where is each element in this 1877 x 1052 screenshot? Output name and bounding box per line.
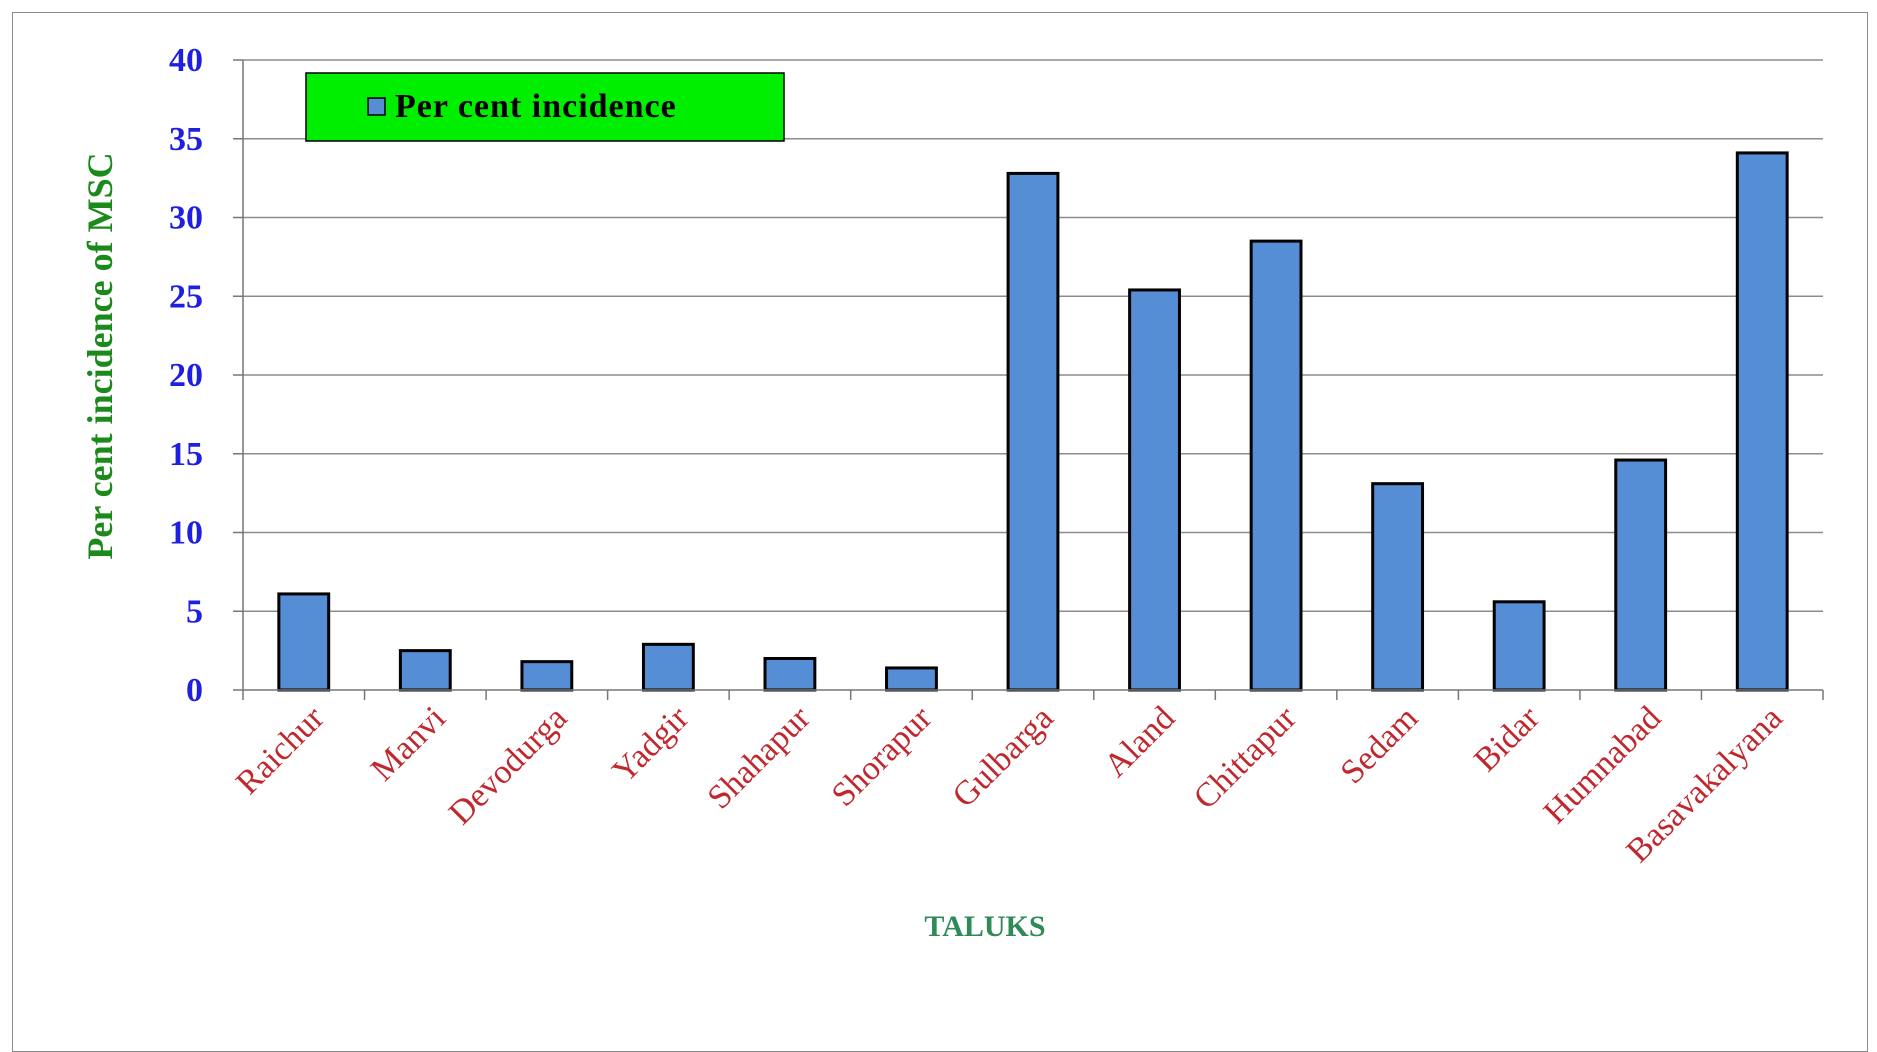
x-tick-label: Shorapur bbox=[825, 699, 940, 814]
bar-chittapur bbox=[1249, 239, 1303, 692]
y-tick-label: 25 bbox=[169, 278, 203, 315]
y-axis-label: Per cent incidence of MSC bbox=[80, 152, 120, 559]
y-tick-label: 5 bbox=[186, 593, 203, 630]
y-tick-labels: 0 5 10 15 20 25 30 35 40 bbox=[169, 42, 203, 709]
y-tick-label: 15 bbox=[169, 436, 203, 473]
x-tick-label: Shahapur bbox=[701, 699, 818, 816]
x-tick-label: Gulbarga bbox=[945, 699, 1060, 814]
bar-shorapur bbox=[885, 666, 938, 692]
y-tick-label: 40 bbox=[169, 42, 203, 79]
y-tick-label: 10 bbox=[169, 515, 203, 552]
bar-bidar bbox=[1492, 600, 1546, 692]
legend: Per cent incidence bbox=[305, 72, 785, 142]
x-axis-label: TALUKS bbox=[924, 910, 1045, 943]
x-tick-label: Humnabad bbox=[1537, 699, 1669, 831]
bar-manvi bbox=[398, 649, 452, 692]
x-tick-label: Sedam bbox=[1334, 699, 1426, 791]
x-tick-label: Chittapur bbox=[1187, 699, 1304, 816]
bar-basavakalyana bbox=[1735, 151, 1789, 692]
x-tick-label: Devodurga bbox=[442, 699, 575, 832]
y-tick-label: 30 bbox=[169, 200, 203, 237]
x-tick-label: Yadgir bbox=[606, 699, 697, 790]
bar-devodurga bbox=[520, 660, 574, 692]
y-tick-label: 35 bbox=[169, 121, 203, 158]
bar-gulbarga bbox=[1006, 171, 1060, 692]
legend-label: Per cent incidence bbox=[395, 88, 677, 125]
y-tick-label: 0 bbox=[186, 672, 203, 709]
axes bbox=[233, 59, 1824, 700]
bar-humnabad bbox=[1614, 458, 1668, 692]
bar-aland bbox=[1128, 288, 1181, 692]
bar-raichur bbox=[277, 592, 331, 692]
x-tick-label: Raichur bbox=[229, 699, 332, 802]
x-tick-label: Manvi bbox=[364, 699, 453, 788]
bar-shahapur bbox=[763, 657, 817, 692]
gridlines bbox=[243, 59, 1823, 612]
x-tick-label: Aland bbox=[1097, 699, 1182, 784]
legend-swatch bbox=[367, 97, 386, 116]
x-tick-label: Bidar bbox=[1467, 699, 1547, 779]
bar-yadgir bbox=[641, 642, 695, 692]
bars bbox=[277, 151, 1789, 692]
bar-sedam bbox=[1371, 482, 1425, 692]
y-tick-label: 20 bbox=[169, 357, 203, 394]
